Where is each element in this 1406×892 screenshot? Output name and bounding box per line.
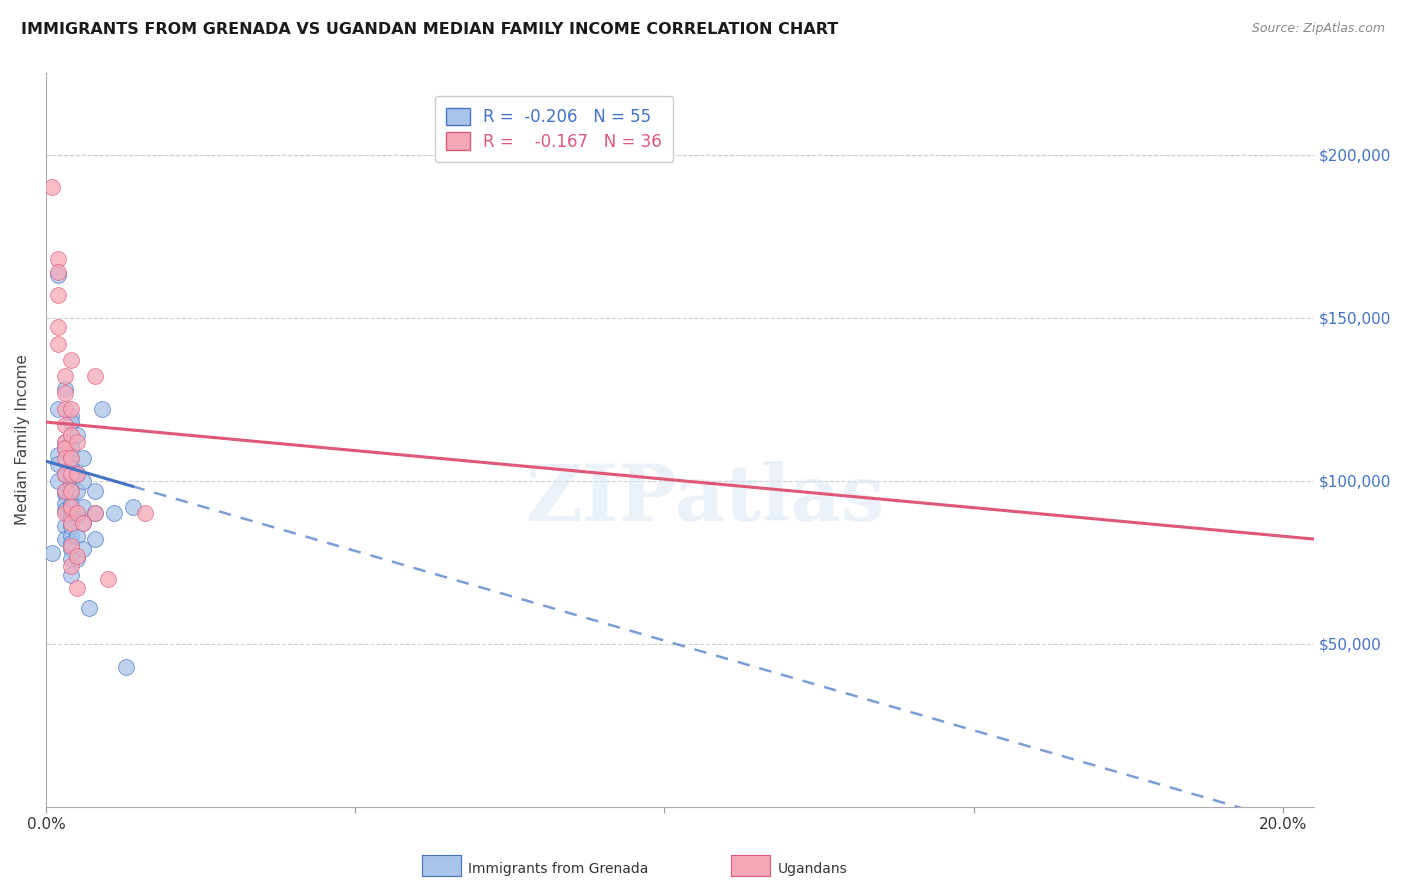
Point [59,568,82,582]
Point [90,402,112,417]
Point [59,516,82,531]
Point [53,450,76,465]
Point [46,268,69,283]
Point [84,507,107,521]
Point [59,470,82,484]
Point [66,434,89,449]
Point [97,572,120,586]
Point [59,483,82,498]
Point [53,418,76,433]
Text: IMMIGRANTS FROM GRENADA VS UGANDAN MEDIAN FAMILY INCOME CORRELATION CHART: IMMIGRANTS FROM GRENADA VS UGANDAN MEDIA… [21,22,838,37]
Point [72,450,94,465]
Point [59,500,82,514]
Point [59,477,82,491]
Legend: R =  -0.206   N = 55, R =    -0.167   N = 36: R = -0.206 N = 55, R = -0.167 N = 36 [434,96,673,162]
Point [66,428,89,442]
Point [53,507,76,521]
Point [41,180,63,194]
Point [53,441,76,455]
Point [72,542,94,557]
Point [59,535,82,549]
Text: Ugandans: Ugandans [778,862,848,876]
Point [46,448,69,462]
Point [59,529,82,543]
Point [59,519,82,533]
Point [53,383,76,397]
Point [59,460,82,475]
Point [46,336,69,351]
Point [59,552,82,566]
Y-axis label: Median Family Income: Median Family Income [15,354,30,525]
Point [134,507,156,521]
Point [59,441,82,455]
Point [66,582,89,596]
Point [59,509,82,524]
Point [121,500,143,514]
Text: Source: ZipAtlas.com: Source: ZipAtlas.com [1251,22,1385,36]
Point [46,320,69,334]
Point [53,434,76,449]
Point [59,558,82,573]
Point [53,503,76,517]
Point [46,252,69,266]
Point [84,533,107,547]
Point [84,369,107,384]
Point [59,353,82,368]
Point [59,503,82,517]
Point [53,533,76,547]
Point [53,467,76,482]
Point [66,483,89,498]
Point [72,474,94,488]
Point [115,659,138,673]
Point [59,467,82,482]
Point [59,402,82,417]
Point [53,385,76,400]
Point [46,474,69,488]
Point [66,507,89,521]
Point [53,369,76,384]
Point [77,601,100,615]
Point [46,265,69,279]
Point [72,516,94,531]
Point [53,497,76,511]
Point [66,552,89,566]
Point [46,402,69,417]
Point [66,467,89,482]
Point [59,409,82,423]
Point [66,529,89,543]
Point [59,539,82,553]
Point [53,483,76,498]
Point [53,402,76,417]
Point [66,549,89,563]
Point [72,516,94,531]
Point [59,450,82,465]
Point [53,467,76,482]
Point [84,507,107,521]
Point [72,500,94,514]
Point [59,542,82,557]
Point [53,483,76,498]
Point [53,519,76,533]
Point [66,509,89,524]
Point [59,477,82,491]
Point [59,497,82,511]
Text: Immigrants from Grenada: Immigrants from Grenada [468,862,648,876]
Point [59,509,82,524]
Point [66,467,89,482]
Text: ZIPatlas: ZIPatlas [526,460,884,537]
Point [59,434,82,449]
Point [103,507,125,521]
Point [53,487,76,501]
Point [84,483,107,498]
Point [46,458,69,472]
Point [46,288,69,302]
Point [59,428,82,442]
Point [53,434,76,449]
Point [59,487,82,501]
Point [41,545,63,559]
Point [59,450,82,465]
Point [53,441,76,455]
Point [59,415,82,429]
